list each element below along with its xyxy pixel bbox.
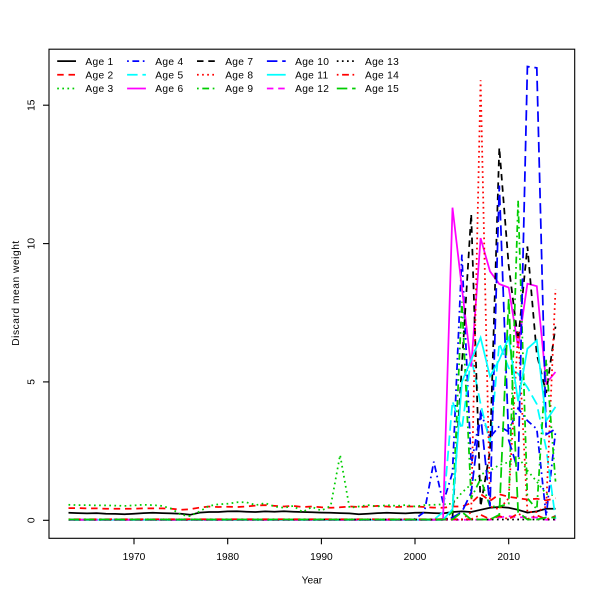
svg-text:10: 10 [27, 238, 38, 250]
svg-text:Age 6: Age 6 [155, 84, 183, 95]
svg-text:Age 4: Age 4 [155, 57, 183, 68]
svg-text:Age 12: Age 12 [295, 84, 329, 95]
svg-text:Age 2: Age 2 [85, 71, 113, 82]
svg-text:2000: 2000 [404, 552, 427, 563]
svg-text:Age 5: Age 5 [155, 71, 183, 82]
svg-text:Age 1: Age 1 [85, 57, 113, 68]
svg-text:Age 13: Age 13 [365, 57, 399, 68]
svg-text:Age 8: Age 8 [225, 71, 253, 82]
svg-text:Age 11: Age 11 [295, 71, 328, 82]
svg-text:5: 5 [27, 379, 38, 385]
svg-text:Age 15: Age 15 [365, 84, 399, 95]
svg-text:1970: 1970 [123, 552, 146, 563]
svg-text:2010: 2010 [497, 552, 520, 563]
svg-text:1990: 1990 [310, 552, 333, 563]
svg-text:Age 14: Age 14 [365, 71, 399, 82]
svg-text:Age 7: Age 7 [225, 57, 253, 68]
svg-text:Year: Year [302, 575, 323, 586]
svg-text:0: 0 [27, 517, 38, 523]
svg-text:Discard mean weight: Discard mean weight [11, 240, 22, 346]
svg-text:1980: 1980 [216, 552, 239, 563]
svg-text:Age 3: Age 3 [85, 84, 113, 95]
svg-text:Age 10: Age 10 [295, 57, 329, 68]
svg-text:Age 9: Age 9 [225, 84, 253, 95]
svg-text:15: 15 [27, 99, 38, 111]
